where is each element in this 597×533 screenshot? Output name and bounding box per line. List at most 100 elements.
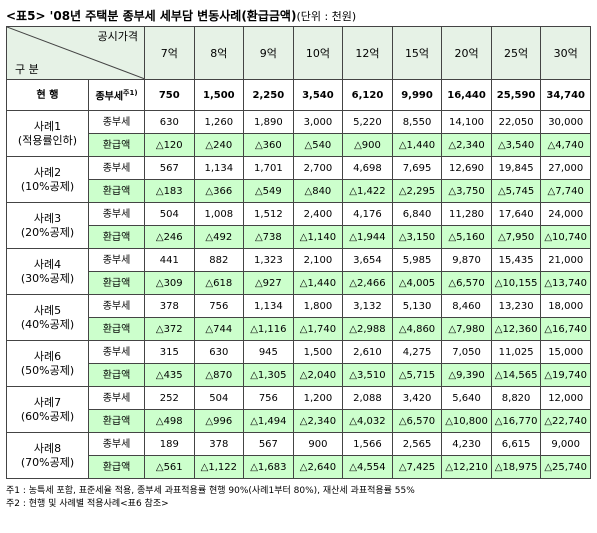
- cell: 7,695: [391, 156, 443, 180]
- cell: △16,740: [540, 317, 591, 341]
- cell: 18,000: [540, 294, 591, 318]
- row-label: 환급액: [88, 271, 145, 295]
- cell: △246: [144, 225, 195, 249]
- cell: △360: [243, 133, 294, 157]
- cell: △2,340: [441, 133, 492, 157]
- cell: △1,944: [342, 225, 393, 249]
- case-label: 사례4 (30%공제): [6, 248, 89, 295]
- case-desc: (70%공제): [20, 455, 75, 469]
- row-label: 환급액: [88, 363, 145, 387]
- case-desc: (20%공제): [20, 225, 75, 239]
- cell: △3,750: [441, 179, 492, 203]
- cell: 2,400: [292, 202, 344, 226]
- cell: 567: [144, 156, 195, 180]
- cell: △4,740: [540, 133, 591, 157]
- cell: △2,640: [292, 455, 344, 479]
- column-header: 20억: [441, 26, 492, 80]
- cell: △561: [144, 455, 195, 479]
- cell: 16,440: [441, 79, 492, 111]
- row-label: 환급액: [88, 179, 145, 203]
- cell: 2,610: [342, 340, 393, 364]
- diagonal: [7, 27, 145, 79]
- cell: 8,460: [441, 294, 492, 318]
- refund-row: 환급액 △309 △618 △927 △1,440 △2,466 △4,005 △6,570 △…: [7, 271, 591, 295]
- case-name: 사례7: [33, 395, 62, 409]
- case-name: 사례4: [33, 257, 62, 271]
- cell: 2,100: [292, 248, 344, 272]
- cell: △14,565: [490, 363, 542, 387]
- case-label: 사례8 (70%공제): [6, 432, 89, 479]
- cell: △996: [193, 409, 245, 433]
- cell: 882: [193, 248, 245, 272]
- cell: △1,683: [243, 455, 294, 479]
- cell: 8,820: [490, 386, 542, 410]
- case-name: 사례5: [33, 303, 62, 317]
- cell: △435: [144, 363, 195, 387]
- cell: △5,745: [490, 179, 542, 203]
- case-desc: (30%공제): [20, 271, 75, 285]
- cell: 378: [193, 432, 245, 456]
- cell: 6,840: [391, 202, 443, 226]
- cell: 11,280: [441, 202, 492, 226]
- cell: △549: [243, 179, 294, 203]
- column-header: 12억: [342, 26, 393, 80]
- cell: 24,000: [540, 202, 591, 226]
- cell: 13,230: [490, 294, 542, 318]
- cell: 34,740: [540, 79, 591, 111]
- row-label-text: 종부세: [95, 91, 124, 103]
- cell: △1,122: [193, 455, 245, 479]
- cell: △10,740: [540, 225, 591, 249]
- cell: 1,512: [243, 202, 294, 226]
- cell: △12,360: [490, 317, 542, 341]
- cell: 252: [144, 386, 195, 410]
- cell: 4,275: [391, 340, 443, 364]
- column-header: 7억: [144, 26, 195, 80]
- row-label: 환급액: [88, 455, 145, 479]
- cell: 4,698: [342, 156, 393, 180]
- cell: 2,250: [243, 79, 294, 111]
- cell: 756: [243, 386, 294, 410]
- refund-row: 환급액 △120 △240 △360 △540 △900 △1,440 △2,340 △3,54…: [7, 133, 591, 157]
- cell: 1,800: [292, 294, 344, 318]
- case-name: 사례3: [33, 211, 62, 225]
- cell: 2,700: [292, 156, 344, 180]
- cell: 504: [144, 202, 195, 226]
- cell: △372: [144, 317, 195, 341]
- cell: △240: [193, 133, 245, 157]
- cell: 1,500: [292, 340, 344, 364]
- cell: 3,000: [292, 110, 344, 134]
- unit: (단위 : 천원): [296, 10, 357, 23]
- column-header: 10억: [292, 26, 344, 80]
- cell: △492: [193, 225, 245, 249]
- row-label: 환급액: [88, 133, 145, 157]
- cell: 12,000: [540, 386, 591, 410]
- cell: △1,440: [292, 271, 344, 295]
- cell: △900: [342, 133, 393, 157]
- cell: △3,150: [391, 225, 443, 249]
- cell: △4,860: [391, 317, 443, 341]
- cell: 2,565: [391, 432, 443, 456]
- row-label: 종부세: [88, 340, 145, 364]
- cell: △1,440: [391, 133, 443, 157]
- cell: 441: [144, 248, 195, 272]
- cell: △1,305: [243, 363, 294, 387]
- tax-row: 사례1 (적용률인하) 종부세 630 1,260 1,890 3,000 5,220 8,55…: [6, 110, 591, 157]
- cell: 6,120: [342, 79, 393, 111]
- column-header: 30억: [540, 26, 591, 80]
- cell: △10,800: [441, 409, 492, 433]
- case-desc: (50%공제): [20, 363, 75, 377]
- row-group: 현 행: [6, 79, 89, 111]
- cell: △2,988: [342, 317, 393, 341]
- cell: △9,390: [441, 363, 492, 387]
- cell: 630: [193, 340, 245, 364]
- cell: 5,985: [391, 248, 443, 272]
- column-header: 8억: [193, 26, 245, 80]
- refund-row: 환급액 △435 △870 △1,305 △2,040 △3,510 △5,715 △9,39…: [7, 363, 591, 387]
- cell: 4,176: [342, 202, 393, 226]
- cell: △4,032: [342, 409, 393, 433]
- case-name: 사례2: [33, 165, 62, 179]
- case-desc: (40%공제): [20, 317, 75, 331]
- cell: 9,870: [441, 248, 492, 272]
- cell: 750: [144, 79, 195, 111]
- title-line: <표5> '08년 주택분 종부세 세부담 변동사례(환급금액)(단위 : 천원…: [6, 6, 593, 26]
